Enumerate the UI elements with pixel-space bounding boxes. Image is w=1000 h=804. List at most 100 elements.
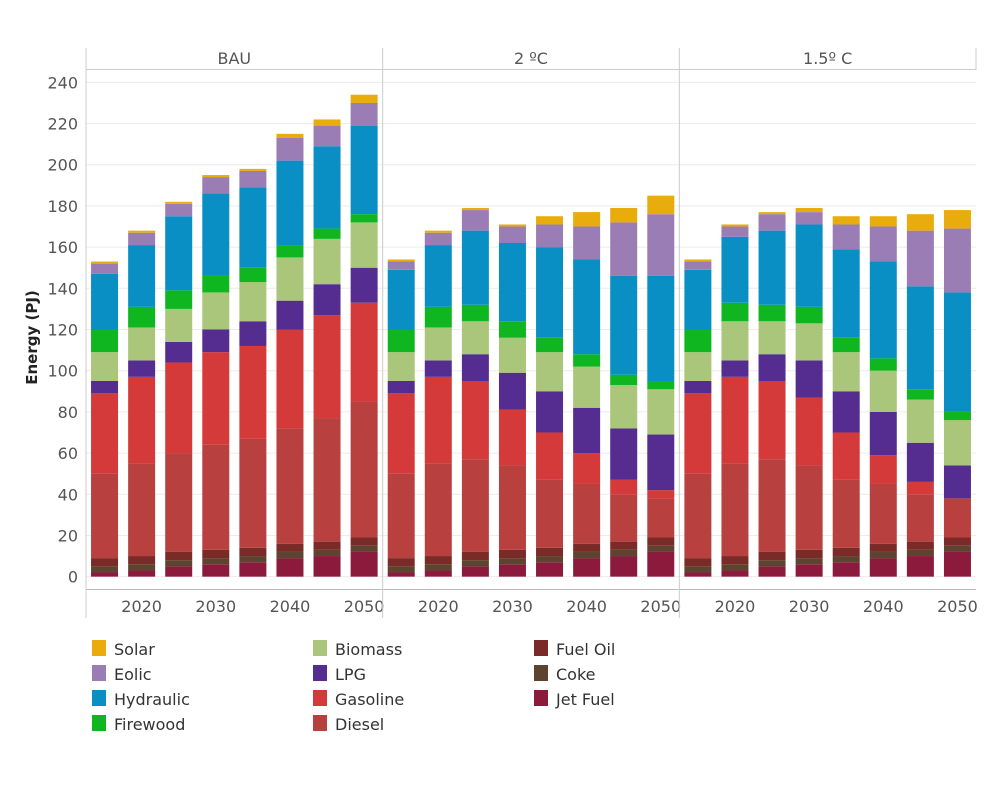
bar-segment-firewood bbox=[943, 411, 971, 421]
bar-segment-fuel-oil bbox=[832, 547, 860, 557]
legend-item-solar: Solar bbox=[92, 640, 155, 659]
bar-stack-2015 bbox=[91, 261, 119, 577]
bar-segment-lpg bbox=[350, 267, 378, 303]
bar-segment-diesel bbox=[610, 494, 638, 542]
y-tick-label: 80 bbox=[58, 403, 78, 422]
bar-segment-solar bbox=[906, 214, 934, 231]
bar-segment-eolic bbox=[869, 226, 897, 262]
bar-segment-coke bbox=[869, 551, 897, 559]
legend-item-eolic: Eolic bbox=[92, 665, 152, 684]
bar-segment-lpg bbox=[387, 380, 415, 394]
bar-segment-eolic bbox=[721, 226, 749, 237]
bar-segment-solar bbox=[536, 216, 564, 225]
bar-segment-lpg bbox=[943, 465, 971, 499]
bar-segment-jet-fuel bbox=[128, 570, 156, 577]
bar-segment-biomass bbox=[795, 323, 823, 361]
bar-segment-coke bbox=[906, 549, 934, 557]
bar-segment-jet-fuel bbox=[943, 551, 971, 577]
legend-label: Gasoline bbox=[335, 690, 404, 709]
bar-stack-2035 bbox=[239, 168, 267, 577]
gridlines bbox=[86, 81, 976, 578]
bar-segment-coke bbox=[647, 545, 675, 552]
bar-segment-eolic bbox=[387, 261, 415, 270]
y-tick-label: 240 bbox=[47, 73, 78, 92]
x-tick-label: 2050 bbox=[344, 597, 385, 616]
bar-segment-solar bbox=[350, 94, 378, 103]
bar-segment-jet-fuel bbox=[610, 556, 638, 577]
x-tick-label: 2050 bbox=[937, 597, 978, 616]
bar-segment-biomass bbox=[943, 420, 971, 466]
bar-segment-gasoline bbox=[536, 432, 564, 480]
bar-segment-jet-fuel bbox=[869, 558, 897, 577]
bar-segment-biomass bbox=[461, 321, 489, 355]
bar-segment-lpg bbox=[832, 391, 860, 433]
x-tick-label: 2040 bbox=[863, 597, 904, 616]
x-tick-label: 2050 bbox=[640, 597, 681, 616]
bar-segment-biomass bbox=[832, 352, 860, 392]
bar-segment-fuel-oil bbox=[721, 556, 749, 565]
bar-segment-jet-fuel bbox=[536, 562, 564, 577]
y-tick-label: 40 bbox=[58, 485, 78, 504]
bar-segment-biomass bbox=[610, 385, 638, 429]
bar-segment-gasoline bbox=[128, 376, 156, 464]
bar-segment-diesel bbox=[795, 465, 823, 550]
y-tick-label: 180 bbox=[47, 197, 78, 216]
bar-segment-diesel bbox=[276, 428, 304, 544]
bar-segment-coke bbox=[424, 564, 452, 571]
bar-segment-gasoline bbox=[684, 393, 712, 474]
bar-segment-lpg bbox=[424, 360, 452, 377]
legend-item-fuel-oil: Fuel Oil bbox=[534, 640, 615, 659]
bar-segment-solar bbox=[832, 216, 860, 225]
bar-segment-fuel-oil bbox=[91, 558, 119, 567]
bar-segment-solar bbox=[943, 210, 971, 229]
bar-segment-jet-fuel bbox=[832, 562, 860, 577]
bar-segment-eolic bbox=[239, 170, 267, 188]
bar-segment-firewood bbox=[536, 337, 564, 353]
bar-stack-2030 bbox=[795, 207, 823, 577]
bar-segment-firewood bbox=[239, 267, 267, 283]
bar-segment-eolic bbox=[165, 203, 193, 217]
bar-stack-2015 bbox=[387, 259, 415, 577]
bar-segment-biomass bbox=[573, 366, 601, 408]
bar-segment-jet-fuel bbox=[91, 572, 119, 577]
bar-segment-solar bbox=[313, 119, 341, 126]
bar-segment-diesel bbox=[350, 401, 378, 538]
bar-segment-gasoline bbox=[91, 393, 119, 474]
bar-segment-biomass bbox=[721, 321, 749, 361]
bar-segment-hydraulic bbox=[498, 243, 526, 322]
bar-segment-diesel bbox=[647, 498, 675, 538]
bar-segment-eolic bbox=[128, 232, 156, 246]
bar-segment-solar bbox=[647, 195, 675, 215]
bar-segment-jet-fuel bbox=[906, 556, 934, 577]
bar-segment-solar bbox=[869, 216, 897, 227]
bar-segment-eolic bbox=[573, 226, 601, 260]
bar-segment-gasoline bbox=[313, 315, 341, 419]
bar-segment-coke bbox=[387, 566, 415, 573]
bar-segment-coke bbox=[239, 556, 267, 563]
bar-segment-eolic bbox=[350, 102, 378, 126]
bar-segment-fuel-oil bbox=[943, 537, 971, 546]
y-tick-label: 20 bbox=[58, 526, 78, 545]
bar-segment-solar bbox=[758, 212, 786, 215]
bar-segment-coke bbox=[610, 549, 638, 557]
bar-segment-biomass bbox=[387, 352, 415, 381]
bar-segment-biomass bbox=[498, 337, 526, 373]
bar-segment-diesel bbox=[758, 459, 786, 552]
bar-stack-2020 bbox=[128, 230, 156, 577]
bar-segment-hydraulic bbox=[313, 146, 341, 229]
bar-segment-firewood bbox=[684, 329, 712, 353]
bar-segment-fuel-oil bbox=[795, 549, 823, 559]
x-tick-label: 2030 bbox=[789, 597, 830, 616]
bar-segment-diesel bbox=[906, 494, 934, 542]
bar-stack-2040 bbox=[276, 133, 304, 577]
bar-segment-fuel-oil bbox=[647, 537, 675, 546]
bar-segment-lpg bbox=[869, 411, 897, 456]
bar-segment-gasoline bbox=[350, 302, 378, 402]
bar-segment-gasoline bbox=[758, 380, 786, 460]
legend-swatch bbox=[313, 715, 327, 731]
bar-segment-fuel-oil bbox=[128, 556, 156, 565]
legend-swatch bbox=[534, 665, 548, 681]
bar-segment-eolic bbox=[536, 224, 564, 248]
legend-swatch bbox=[92, 690, 106, 706]
y-tick-label: 0 bbox=[68, 568, 78, 587]
